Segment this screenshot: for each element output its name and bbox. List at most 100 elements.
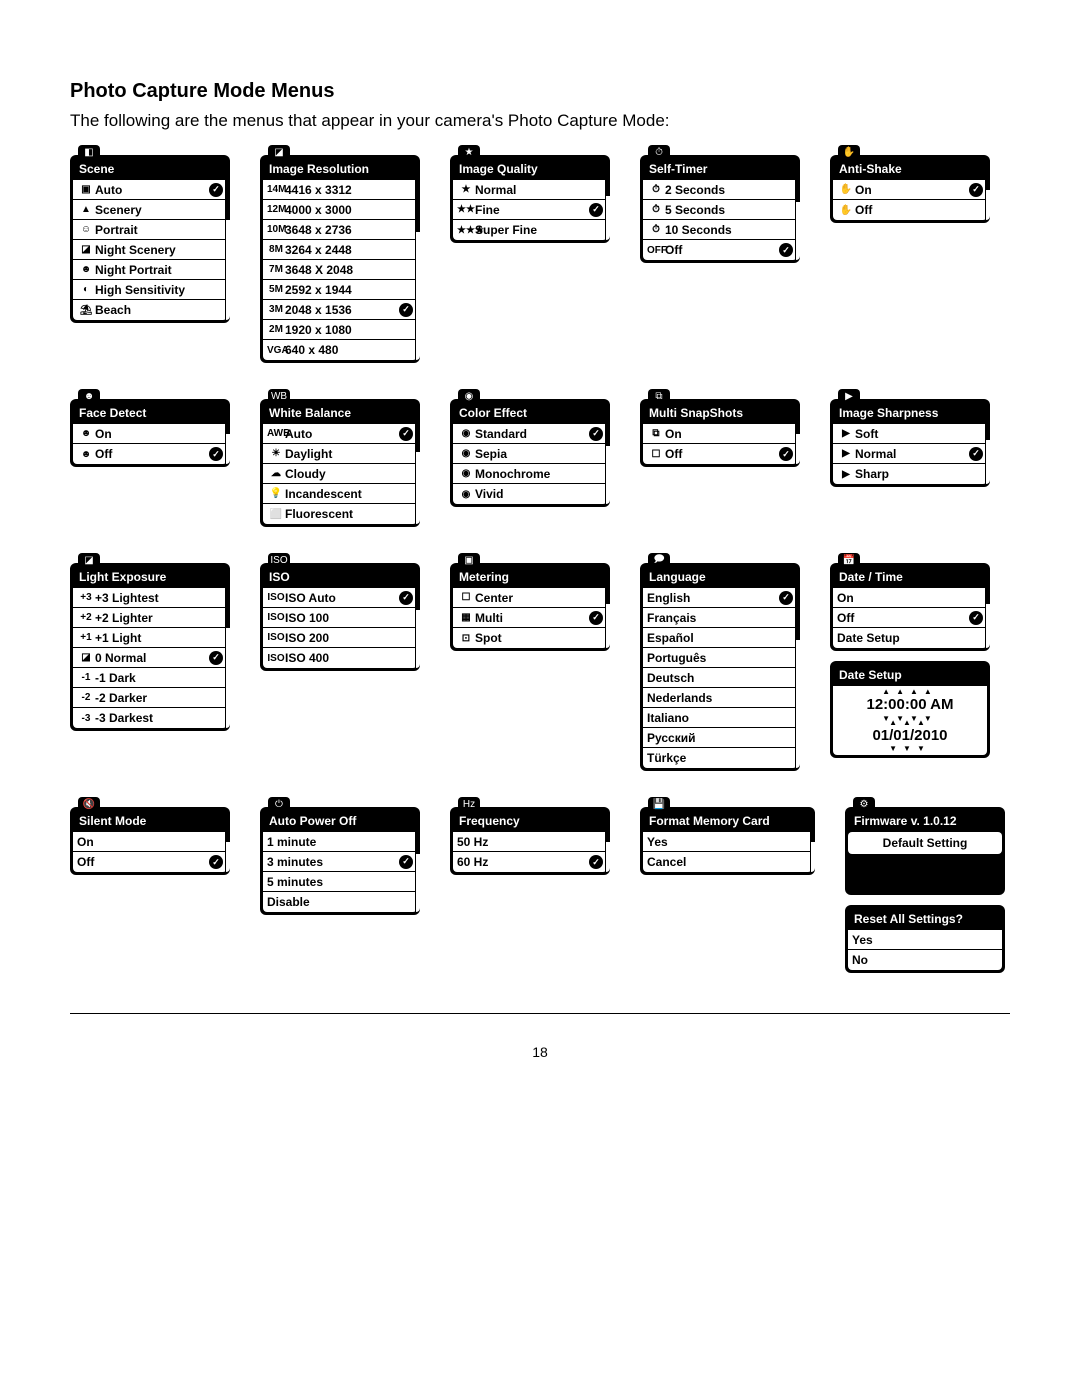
menu-item[interactable]: +2+2 Lighter: [73, 608, 227, 628]
menu-item[interactable]: ▶Soft: [833, 424, 987, 444]
menu-item[interactable]: Français: [643, 608, 797, 628]
menu-item[interactable]: Deutsch: [643, 668, 797, 688]
menu-item[interactable]: +3+3 Lightest: [73, 588, 227, 608]
menu-item[interactable]: ☁Cloudy: [263, 464, 417, 484]
scrollbar[interactable]: [985, 421, 990, 484]
menu-item[interactable]: ★★Fine✓: [453, 200, 607, 220]
date-setup-body[interactable]: ▲▲▲▲12:00:00 AM▼▼▼▼▲▲▲01/01/2010▼▼▼: [833, 686, 987, 755]
menu-item[interactable]: ⊡Spot: [453, 628, 607, 648]
menu-item[interactable]: Español: [643, 628, 797, 648]
menu-item[interactable]: ◪0 Normal✓: [73, 648, 227, 668]
menu-item[interactable]: 1 minute: [263, 832, 417, 852]
menu-item[interactable]: 3M2048 x 1536✓: [263, 300, 417, 320]
menu-item[interactable]: -2-2 Darker: [73, 688, 227, 708]
menu-item[interactable]: 💡Incandescent: [263, 484, 417, 504]
menu-item[interactable]: ☐Off✓: [643, 444, 797, 464]
menu-item[interactable]: ▲Scenery: [73, 200, 227, 220]
menu-item[interactable]: ◉Monochrome: [453, 464, 607, 484]
menu-item[interactable]: 5 minutes: [263, 872, 417, 892]
menu-item[interactable]: -1-1 Dark: [73, 668, 227, 688]
scrollbar[interactable]: [605, 585, 610, 648]
scrollbar[interactable]: [985, 585, 990, 648]
menu-item[interactable]: ◉Standard✓: [453, 424, 607, 444]
menu-item[interactable]: AWBAuto✓: [263, 424, 417, 444]
scrollbar[interactable]: [605, 829, 610, 872]
menu-item[interactable]: ☀Daylight: [263, 444, 417, 464]
menu-item[interactable]: Disable: [263, 892, 417, 912]
menu-item[interactable]: ISOISO 100: [263, 608, 417, 628]
scrollbar[interactable]: [605, 177, 610, 240]
scrollbar[interactable]: [795, 585, 800, 768]
menu-item[interactable]: ⬜Fluorescent: [263, 504, 417, 524]
menu-item[interactable]: Off✓: [73, 852, 227, 872]
menu-item[interactable]: 2M1920 x 1080: [263, 320, 417, 340]
scrollbar[interactable]: [605, 421, 610, 504]
menu-item[interactable]: ✋On✓: [833, 180, 987, 200]
scrollbar[interactable]: [415, 177, 420, 360]
menu-item[interactable]: ☺Portrait: [73, 220, 227, 240]
scrollbar[interactable]: [795, 177, 800, 260]
menu-item[interactable]: ⏱5 Seconds: [643, 200, 797, 220]
menu-item[interactable]: ★★★Super Fine: [453, 220, 607, 240]
menu-item[interactable]: English✓: [643, 588, 797, 608]
menu-item[interactable]: ◐High Sensitivity: [73, 280, 227, 300]
menu-item[interactable]: Date Setup: [833, 628, 987, 648]
scrollbar[interactable]: [415, 585, 420, 668]
menu-item[interactable]: ▶Sharp: [833, 464, 987, 484]
scrollbar[interactable]: [415, 421, 420, 524]
menu-item[interactable]: ☻On: [73, 424, 227, 444]
menu-item[interactable]: OFFOff✓: [643, 240, 797, 260]
menu-item[interactable]: 12M4000 x 3000: [263, 200, 417, 220]
scrollbar[interactable]: [415, 829, 420, 912]
scrollbar[interactable]: [225, 421, 230, 464]
menu-item[interactable]: 8M3264 x 2448: [263, 240, 417, 260]
scrollbar[interactable]: [795, 421, 800, 464]
menu-item[interactable]: Русский: [643, 728, 797, 748]
menu-item[interactable]: 10M3648 x 2736: [263, 220, 417, 240]
menu-item[interactable]: ISOISO 200: [263, 628, 417, 648]
menu-item[interactable]: ⏱2 Seconds: [643, 180, 797, 200]
firmware-default[interactable]: Default Setting: [848, 832, 1002, 854]
menu-item[interactable]: ISOISO 400: [263, 648, 417, 668]
menu-item[interactable]: ▦Multi✓: [453, 608, 607, 628]
menu-item[interactable]: ◪Night Scenery: [73, 240, 227, 260]
menu-item[interactable]: ⧉On: [643, 424, 797, 444]
menu-item[interactable]: 50 Hz: [453, 832, 607, 852]
menu-item[interactable]: Yes: [848, 930, 1002, 950]
menu-item[interactable]: ◉Vivid: [453, 484, 607, 504]
menu-item[interactable]: VGA640 x 480: [263, 340, 417, 360]
menu-item[interactable]: Türkçe: [643, 748, 797, 768]
menu-item[interactable]: ⏱10 Seconds: [643, 220, 797, 240]
menu-item[interactable]: 14M4416 x 3312: [263, 180, 417, 200]
menu-item[interactable]: ☐Center: [453, 588, 607, 608]
scrollbar[interactable]: [810, 829, 815, 872]
menu-item[interactable]: ISOISO Auto✓: [263, 588, 417, 608]
menu-item[interactable]: 3 minutes✓: [263, 852, 417, 872]
scrollbar[interactable]: [985, 177, 990, 220]
scrollbar[interactable]: [225, 177, 230, 320]
menu-item[interactable]: ☻Off✓: [73, 444, 227, 464]
menu-item[interactable]: Português: [643, 648, 797, 668]
menu-item[interactable]: Nederlands: [643, 688, 797, 708]
scrollbar[interactable]: [225, 829, 230, 872]
menu-item[interactable]: No: [848, 950, 1002, 970]
menu-item[interactable]: +1+1 Light: [73, 628, 227, 648]
menu-item[interactable]: -3-3 Darkest: [73, 708, 227, 728]
menu-item[interactable]: ✋Off: [833, 200, 987, 220]
menu-item[interactable]: ▣Auto✓: [73, 180, 227, 200]
menu-item[interactable]: ★Normal: [453, 180, 607, 200]
menu-item[interactable]: Cancel: [643, 852, 812, 872]
menu-item[interactable]: 5M2592 x 1944: [263, 280, 417, 300]
menu-item[interactable]: ⛱Beach: [73, 300, 227, 320]
menu-item[interactable]: ▶Normal✓: [833, 444, 987, 464]
menu-item[interactable]: Off✓: [833, 608, 987, 628]
menu-item[interactable]: ☻Night Portrait: [73, 260, 227, 280]
menu-item[interactable]: 60 Hz✓: [453, 852, 607, 872]
menu-item[interactable]: Italiano: [643, 708, 797, 728]
scrollbar[interactable]: [225, 585, 230, 728]
menu-item[interactable]: Yes: [643, 832, 812, 852]
menu-item[interactable]: 7M3648 X 2048: [263, 260, 417, 280]
menu-item[interactable]: On: [73, 832, 227, 852]
menu-item[interactable]: ◉Sepia: [453, 444, 607, 464]
menu-item[interactable]: On: [833, 588, 987, 608]
